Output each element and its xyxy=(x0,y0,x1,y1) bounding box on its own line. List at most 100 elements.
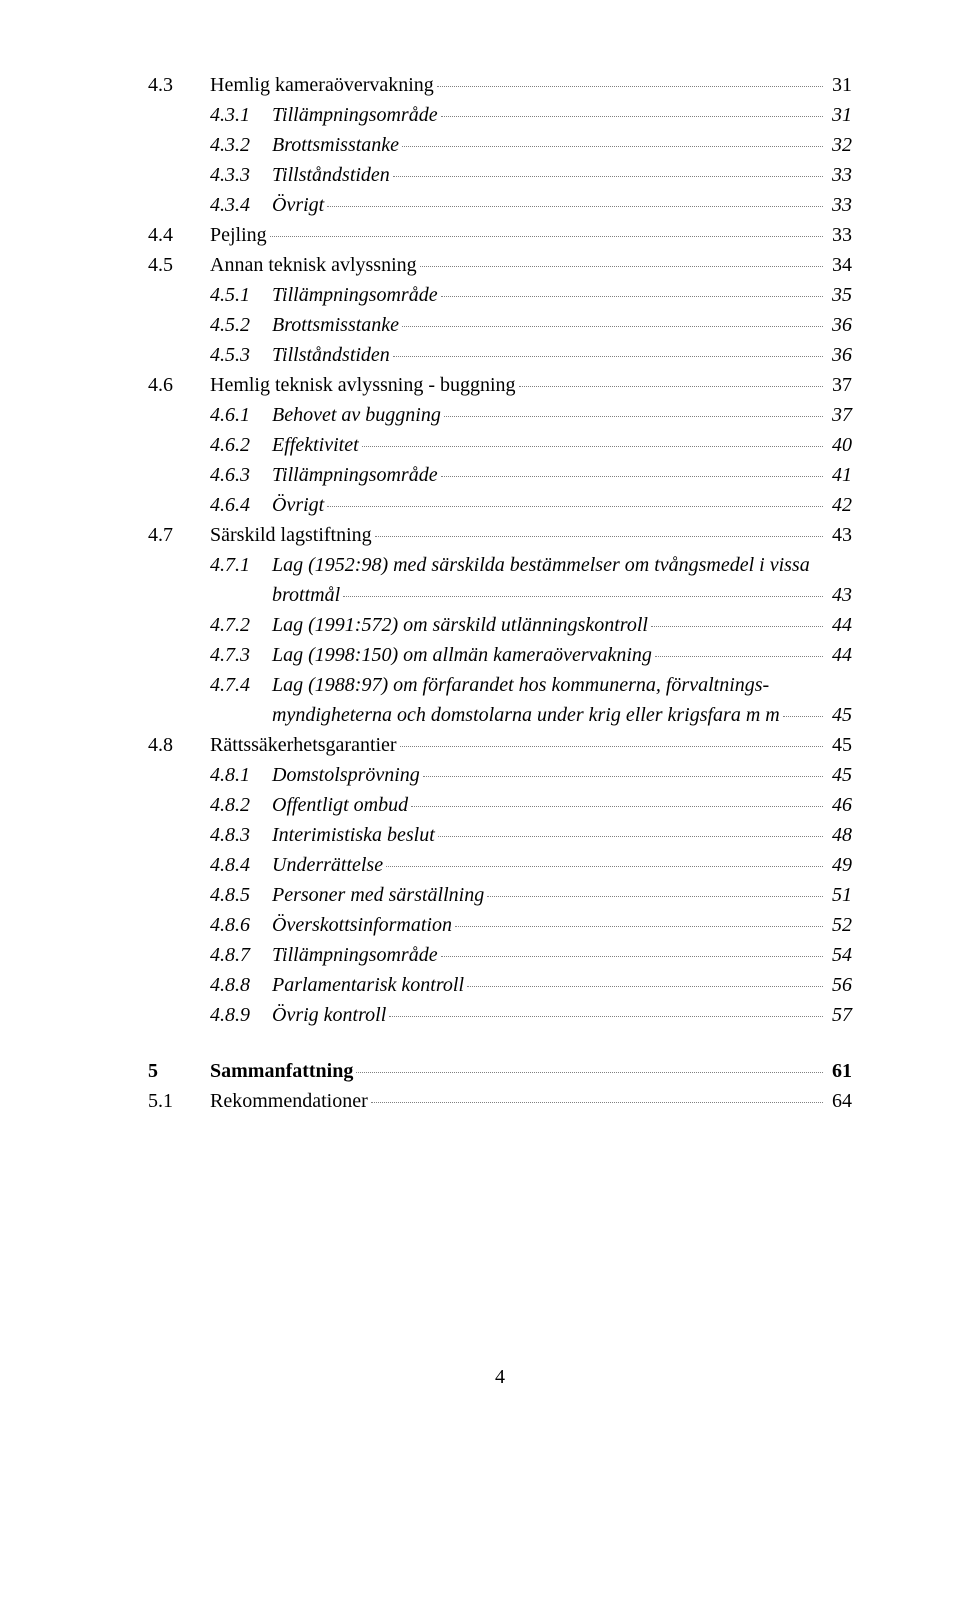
toc-page: 56 xyxy=(826,970,852,1000)
toc-entry: 4.3Hemlig kameraövervakning31 xyxy=(148,70,852,100)
toc-title: Interimistiska beslut xyxy=(272,820,435,850)
toc-entry: 5.1Rekommendationer64 xyxy=(148,1086,852,1116)
toc-title: Tillämpningsområde xyxy=(272,280,438,310)
toc-title-cont: myndigheterna och domstolarna under krig… xyxy=(272,700,780,730)
toc-page: 43 xyxy=(826,520,852,550)
toc-number: 4.3 xyxy=(148,70,210,100)
toc-number: 4.8.1 xyxy=(210,760,272,790)
toc-title: Övrigt xyxy=(272,190,324,220)
toc-number: 4.4 xyxy=(148,220,210,250)
toc-leader xyxy=(402,146,823,147)
toc-page: 41 xyxy=(826,460,852,490)
toc-title: Personer med särställning xyxy=(272,880,484,910)
toc-page: 36 xyxy=(826,310,852,340)
toc-leader xyxy=(441,296,823,297)
toc-number: 4.7.3 xyxy=(210,640,272,670)
toc-title: Lag (1991:572) om särskild utlänningskon… xyxy=(272,610,648,640)
toc-leader xyxy=(467,986,823,987)
toc-page: 45 xyxy=(826,700,852,730)
toc-page: 36 xyxy=(826,340,852,370)
toc-number: 4.8.8 xyxy=(210,970,272,1000)
toc-entry: 5Sammanfattning61 xyxy=(148,1056,852,1086)
toc-title: Tillämpningsområde xyxy=(272,940,438,970)
toc-number: 4.8.6 xyxy=(210,910,272,940)
toc-entry: 4.7.2Lag (1991:572) om särskild utlännin… xyxy=(148,610,852,640)
toc-leader xyxy=(487,896,823,897)
toc-title: Effektivitet xyxy=(272,430,359,460)
toc-page: 33 xyxy=(826,190,852,220)
toc-title: Brottsmisstanke xyxy=(272,130,399,160)
page-number: 4 xyxy=(148,1366,852,1389)
toc-page: 64 xyxy=(826,1086,852,1116)
toc-page: 33 xyxy=(826,220,852,250)
toc-entry: 4.6.2Effektivitet40 xyxy=(148,430,852,460)
toc-title: Tillämpningsområde xyxy=(272,460,438,490)
toc-leader xyxy=(651,626,823,627)
toc-number: 4.8.4 xyxy=(210,850,272,880)
toc-leader xyxy=(519,386,823,387)
toc-leader xyxy=(441,956,823,957)
toc-title: Särskild lagstiftning xyxy=(210,520,372,550)
toc-leader xyxy=(437,86,823,87)
toc-number: 4.8.5 xyxy=(210,880,272,910)
toc-page: 37 xyxy=(826,400,852,430)
toc-title: Sammanfattning xyxy=(210,1056,353,1086)
toc-number: 4.8.3 xyxy=(210,820,272,850)
toc-leader xyxy=(423,776,823,777)
toc-number: 5 xyxy=(148,1056,210,1086)
toc-leader xyxy=(371,1102,823,1103)
toc-leader xyxy=(356,1072,823,1073)
toc-title: Övrigt xyxy=(272,490,324,520)
toc-entry: 4.4Pejling33 xyxy=(148,220,852,250)
toc-leader xyxy=(386,866,823,867)
toc-page: 51 xyxy=(826,880,852,910)
toc-leader xyxy=(362,446,823,447)
toc-leader xyxy=(327,206,823,207)
toc-title: Parlamentarisk kontroll xyxy=(272,970,464,1000)
toc-number: 4.8.2 xyxy=(210,790,272,820)
toc-page: 34 xyxy=(826,250,852,280)
toc-leader xyxy=(420,266,823,267)
toc-title: Hemlig kameraövervakning xyxy=(210,70,434,100)
toc-title: Lag (1988:97) om förfarandet hos kommune… xyxy=(272,670,852,700)
toc-leader xyxy=(400,746,823,747)
toc-title: Underrättelse xyxy=(272,850,383,880)
toc-number: 4.3.3 xyxy=(210,160,272,190)
toc-title: Tillståndstiden xyxy=(272,160,390,190)
toc-number: 4.8 xyxy=(148,730,210,760)
toc-page: 44 xyxy=(826,640,852,670)
toc-page: 43 xyxy=(826,580,852,610)
toc-leader xyxy=(783,716,823,717)
toc-page: 42 xyxy=(826,490,852,520)
toc-leader xyxy=(270,236,823,237)
toc-number: 4.5.2 xyxy=(210,310,272,340)
toc-page: 37 xyxy=(826,370,852,400)
toc-page: 57 xyxy=(826,1000,852,1030)
toc-title-cont: brottmål xyxy=(272,580,340,610)
toc-title: Hemlig teknisk avlyssning - buggning xyxy=(210,370,516,400)
toc-leader xyxy=(455,926,823,927)
toc-entry: 4.8.8Parlamentarisk kontroll 56 xyxy=(148,970,852,1000)
toc-number: 4.5.3 xyxy=(210,340,272,370)
toc-leader xyxy=(444,416,823,417)
toc-number: 4.6 xyxy=(148,370,210,400)
toc-entry: 4.8Rättssäkerhetsgarantier45 xyxy=(148,730,852,760)
toc-entry: 4.8.1Domstolsprövning45 xyxy=(148,760,852,790)
toc-entry: 4.8.6Överskottsinformation52 xyxy=(148,910,852,940)
toc-title: Tillståndstiden xyxy=(272,340,390,370)
toc-leader xyxy=(411,806,823,807)
toc-number: 4.7.1 xyxy=(210,550,272,580)
table-of-contents: 4.3Hemlig kameraövervakning314.3.1Tilläm… xyxy=(148,70,852,1116)
toc-title: Tillämpningsområde xyxy=(272,100,438,130)
toc-entry: 4.7Särskild lagstiftning43 xyxy=(148,520,852,550)
toc-number: 4.8.7 xyxy=(210,940,272,970)
toc-title: Rättssäkerhetsgarantier xyxy=(210,730,397,760)
toc-entry: 4.3.3Tillståndstiden33 xyxy=(148,160,852,190)
toc-leader xyxy=(375,536,823,537)
toc-entry: 4.8.5Personer med särställning 51 xyxy=(148,880,852,910)
toc-page: 32 xyxy=(826,130,852,160)
toc-page: 52 xyxy=(826,910,852,940)
toc-number: 4.6.2 xyxy=(210,430,272,460)
toc-number: 4.3.1 xyxy=(210,100,272,130)
toc-entry: 4.8.2Offentligt ombud46 xyxy=(148,790,852,820)
